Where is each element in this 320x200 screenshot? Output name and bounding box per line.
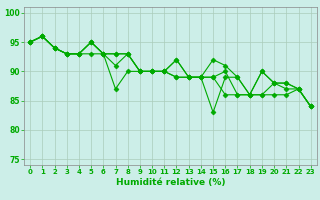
X-axis label: Humidité relative (%): Humidité relative (%) bbox=[116, 178, 225, 187]
